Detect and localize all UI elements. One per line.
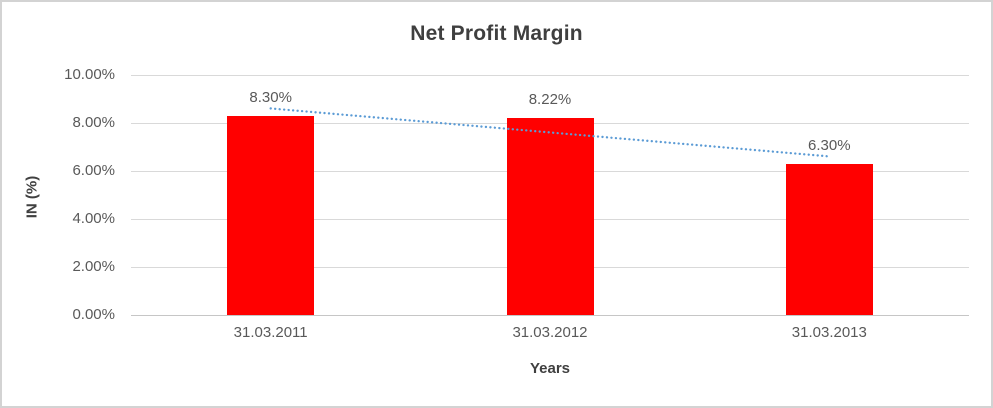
bar-31.03.2013 [785, 163, 873, 315]
x-tick-label: 31.03.2011 [233, 324, 308, 341]
x-axis-title: Years [529, 360, 571, 377]
y-tick-label: 8.00% [72, 114, 115, 131]
data-label: 8.30% [249, 88, 292, 106]
data-label: 6.30% [808, 136, 851, 154]
y-tick-label: 2.00% [72, 258, 115, 275]
chart-title: Net Profit Margin [410, 22, 583, 45]
y-tick-label: 6.00% [72, 162, 115, 179]
x-tick-label: 31.03.2012 [512, 324, 588, 341]
bar-31.03.2012 [506, 117, 594, 315]
gridline [131, 75, 969, 76]
y-tick-label: 4.00% [72, 210, 115, 227]
bar-31.03.2011 [227, 115, 315, 315]
x-axis-line [131, 315, 969, 316]
y-tick-label: 0.00% [72, 306, 115, 323]
x-tick-label: 31.03.2013 [791, 324, 867, 341]
y-tick-label: 10.00% [64, 66, 115, 83]
data-label: 8.22% [528, 90, 572, 108]
